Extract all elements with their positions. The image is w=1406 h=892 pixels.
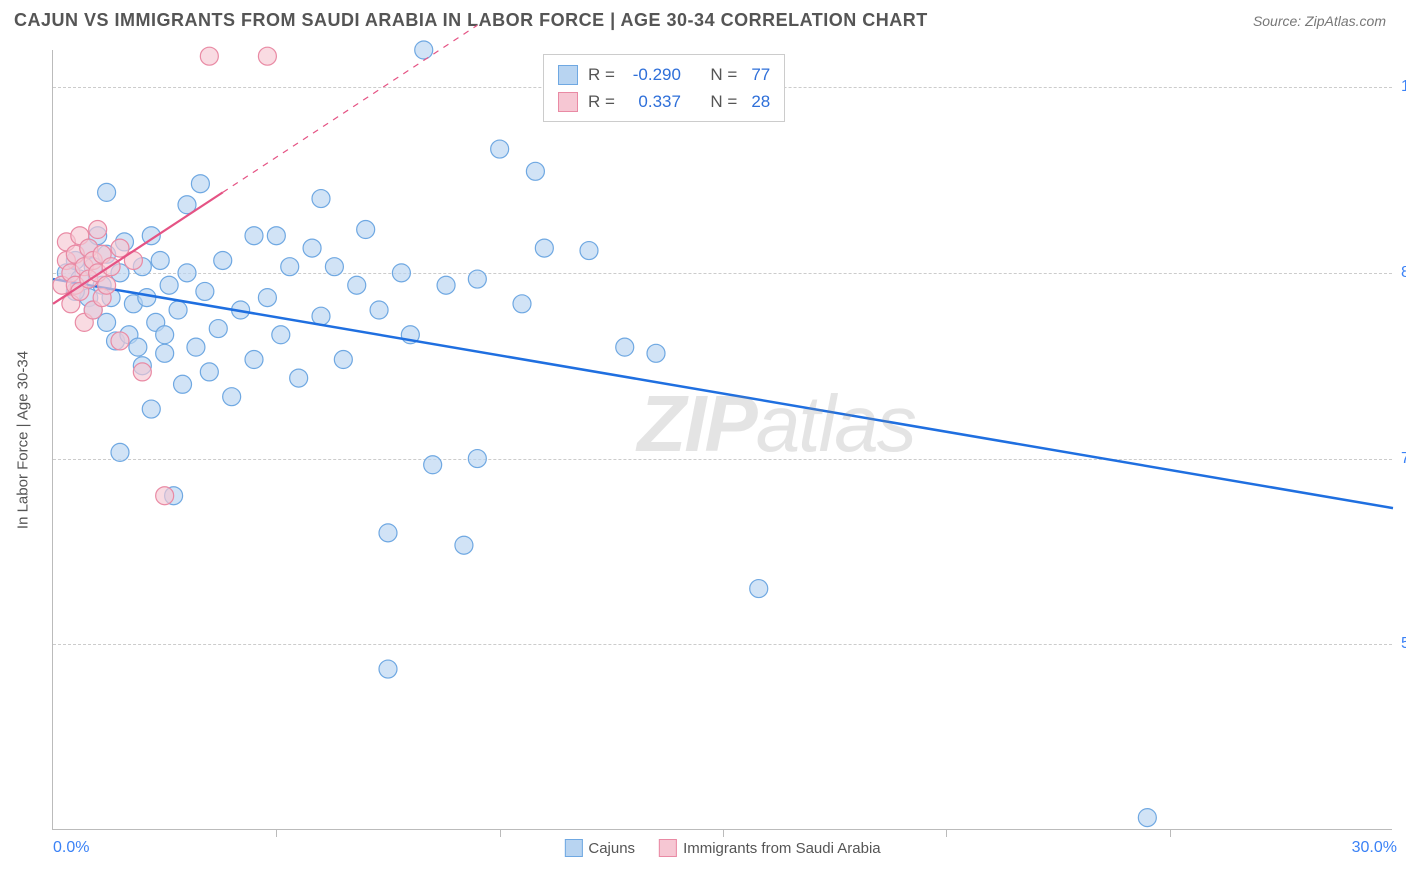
scatter-svg (53, 50, 1392, 829)
r-value-series2: 0.337 (625, 88, 681, 115)
swatch-series2-icon (558, 92, 578, 112)
n-label: N = (710, 88, 737, 115)
data-point (290, 369, 308, 387)
data-point (187, 338, 205, 356)
data-point (258, 289, 276, 307)
data-point (415, 41, 433, 59)
legend-label-series1: Cajuns (588, 840, 635, 857)
data-point (200, 363, 218, 381)
data-point (191, 175, 209, 193)
x-axis-start-label: 0.0% (53, 839, 89, 857)
data-point (169, 301, 187, 319)
n-label: N = (710, 61, 737, 88)
data-point (267, 227, 285, 245)
data-point (468, 450, 486, 468)
data-point (156, 344, 174, 362)
legend-bottom: Cajuns Immigrants from Saudi Arabia (564, 839, 880, 857)
data-point (325, 258, 343, 276)
chart-plot-area: In Labor Force | Age 30-34 55.0%70.0%85.… (52, 50, 1392, 830)
swatch-series2-icon (659, 839, 677, 857)
y-tick-label: 100.0% (1397, 78, 1406, 96)
data-point (580, 242, 598, 260)
data-point (138, 289, 156, 307)
data-point (142, 400, 160, 418)
data-point (424, 456, 442, 474)
data-point (491, 140, 509, 158)
data-point (379, 524, 397, 542)
data-point (156, 326, 174, 344)
data-point (312, 190, 330, 208)
r-label: R = (588, 61, 615, 88)
data-point (209, 320, 227, 338)
chart-title: CAJUN VS IMMIGRANTS FROM SAUDI ARABIA IN… (14, 10, 928, 31)
data-point (437, 276, 455, 294)
data-point (334, 351, 352, 369)
data-point (357, 221, 375, 239)
data-point (223, 388, 241, 406)
data-point (196, 282, 214, 300)
data-point (133, 363, 151, 381)
y-axis-title: In Labor Force | Age 30-34 (15, 350, 32, 528)
data-point (200, 47, 218, 65)
data-point (245, 351, 263, 369)
legend-item-series2: Immigrants from Saudi Arabia (659, 839, 881, 857)
trend-line (53, 279, 1393, 508)
data-point (616, 338, 634, 356)
data-point (156, 487, 174, 505)
data-point (245, 227, 263, 245)
data-point (281, 258, 299, 276)
data-point (129, 338, 147, 356)
data-point (750, 580, 768, 598)
swatch-series1-icon (558, 65, 578, 85)
data-point (303, 239, 321, 257)
y-tick-label: 85.0% (1397, 264, 1406, 282)
y-tick-label: 70.0% (1397, 450, 1406, 468)
data-point (513, 295, 531, 313)
x-axis-end-label: 30.0% (1352, 839, 1397, 857)
data-point (647, 344, 665, 362)
data-point (272, 326, 290, 344)
data-point (98, 276, 116, 294)
data-point (312, 307, 330, 325)
stats-legend-box: R = -0.290 N = 77 R = 0.337 N = 28 (543, 54, 785, 122)
data-point (370, 301, 388, 319)
data-point (160, 276, 178, 294)
data-point (89, 221, 107, 239)
data-point (214, 251, 232, 269)
data-point (111, 443, 129, 461)
r-label: R = (588, 88, 615, 115)
n-value-series1: 77 (751, 61, 770, 88)
data-point (535, 239, 553, 257)
data-point (455, 536, 473, 554)
data-point (526, 162, 544, 180)
r-value-series1: -0.290 (625, 61, 681, 88)
data-point (178, 264, 196, 282)
data-point (111, 332, 129, 350)
data-point (379, 660, 397, 678)
n-value-series2: 28 (751, 88, 770, 115)
data-point (151, 251, 169, 269)
stats-row-series2: R = 0.337 N = 28 (558, 88, 770, 115)
legend-item-series1: Cajuns (564, 839, 635, 857)
data-point (98, 183, 116, 201)
source-attribution: Source: ZipAtlas.com (1253, 13, 1386, 29)
data-point (174, 375, 192, 393)
data-point (348, 276, 366, 294)
legend-label-series2: Immigrants from Saudi Arabia (683, 840, 881, 857)
swatch-series1-icon (564, 839, 582, 857)
data-point (468, 270, 486, 288)
y-tick-label: 55.0% (1397, 635, 1406, 653)
stats-row-series1: R = -0.290 N = 77 (558, 61, 770, 88)
data-point (1138, 809, 1156, 827)
data-point (392, 264, 410, 282)
data-point (258, 47, 276, 65)
